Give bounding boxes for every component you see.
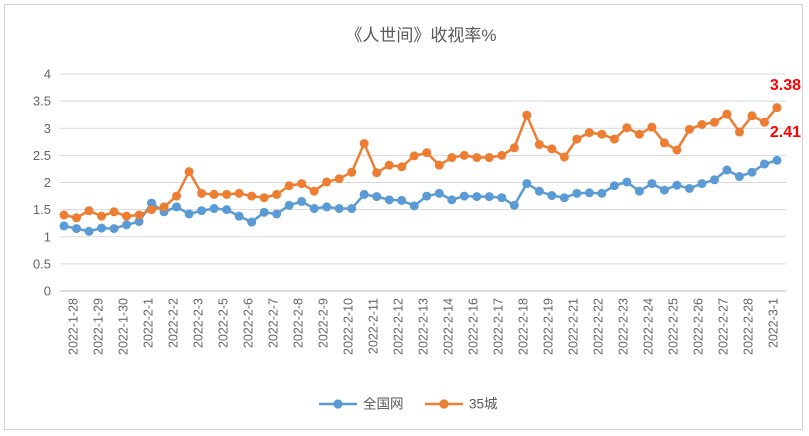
- svg-text:2022-2-27: 2022-2-27: [717, 298, 731, 355]
- legend-label-national: 全国网: [363, 396, 404, 412]
- svg-text:2022-1-28: 2022-1-28: [66, 298, 80, 355]
- svg-text:2022-2-9: 2022-2-9: [316, 298, 330, 348]
- svg-text:2: 2: [44, 175, 51, 190]
- svg-text:2022-2-24: 2022-2-24: [642, 298, 656, 355]
- svg-text:2.5: 2.5: [33, 148, 51, 163]
- svg-text:2022-2-14: 2022-2-14: [442, 298, 456, 355]
- series-plot-area: [59, 103, 782, 236]
- svg-text:2022-2-7: 2022-2-7: [266, 298, 280, 348]
- svg-text:2022-2-12: 2022-2-12: [391, 298, 405, 355]
- legend-label-35city: 35城: [469, 397, 498, 412]
- svg-text:2022-3-1: 2022-3-1: [767, 298, 781, 348]
- data-label-national-final: 2.41: [770, 124, 801, 141]
- svg-text:2022-2-3: 2022-2-3: [191, 298, 205, 348]
- legend-item-35city[interactable]: 35城: [425, 397, 498, 412]
- chart-legend: 全国网 35城: [319, 396, 498, 412]
- svg-text:2022-2-6: 2022-2-6: [241, 298, 255, 348]
- series-line-35city[interactable]: [59, 103, 782, 223]
- line-chart[interactable]: 《人世间》收视率% 00.511.522.533.54 2022-1-28 202…: [5, 5, 802, 429]
- chart-title: 《人世间》收视率%: [345, 26, 496, 45]
- svg-text:3: 3: [44, 121, 51, 136]
- svg-text:1.5: 1.5: [33, 202, 51, 217]
- svg-text:3.5: 3.5: [33, 94, 51, 109]
- svg-text:2022-2-25: 2022-2-25: [667, 298, 681, 355]
- svg-text:2022-1-29: 2022-1-29: [91, 298, 105, 355]
- svg-text:1: 1: [44, 229, 51, 244]
- svg-text:2022-2-18: 2022-2-18: [517, 298, 531, 355]
- svg-text:2022-2-10: 2022-2-10: [341, 298, 355, 355]
- legend-item-national[interactable]: 全国网: [319, 396, 404, 412]
- svg-text:2022-2-28: 2022-2-28: [742, 298, 756, 355]
- svg-text:2022-2-26: 2022-2-26: [692, 298, 706, 355]
- svg-text:2022-1-30: 2022-1-30: [116, 298, 130, 355]
- legend-swatch-dot-35city: [439, 399, 449, 409]
- svg-text:2022-2-23: 2022-2-23: [617, 298, 631, 355]
- svg-text:2022-2-21: 2022-2-21: [567, 298, 581, 355]
- svg-text:2022-2-13: 2022-2-13: [417, 298, 431, 355]
- svg-text:2022-2-2: 2022-2-2: [166, 298, 180, 348]
- svg-text:2022-2-17: 2022-2-17: [492, 298, 506, 355]
- svg-text:2022-2-11: 2022-2-11: [366, 298, 380, 354]
- svg-text:2022-2-22: 2022-2-22: [592, 298, 606, 355]
- svg-text:2022-2-8: 2022-2-8: [291, 298, 305, 348]
- y-axis-labels: 0 0.5 1 1.5 2 2.5 3 3.5 4: [33, 67, 51, 299]
- svg-text:4: 4: [44, 67, 51, 82]
- x-axis-labels: 2022-1-28 2022-1-29 2022-1-30 2022-2-1 2022-…: [66, 298, 780, 355]
- legend-swatch-dot-national: [333, 399, 343, 409]
- svg-text:0.5: 0.5: [33, 256, 51, 271]
- svg-text:2022-2-5: 2022-2-5: [216, 298, 230, 348]
- chart-card: 《人世间》收视率% 0 0.5 1 1.5 2 2.5 3 3.5 4 2022-1-28 202…: [4, 4, 803, 430]
- svg-text:2022-2-16: 2022-2-16: [467, 298, 481, 355]
- svg-text:0: 0: [44, 284, 51, 299]
- svg-text:2022-2-1: 2022-2-1: [141, 298, 155, 348]
- series-line-national[interactable]: [59, 155, 782, 236]
- svg-text:2022-2-19: 2022-2-19: [542, 298, 556, 355]
- data-label-35city-final: 3.38: [770, 77, 801, 94]
